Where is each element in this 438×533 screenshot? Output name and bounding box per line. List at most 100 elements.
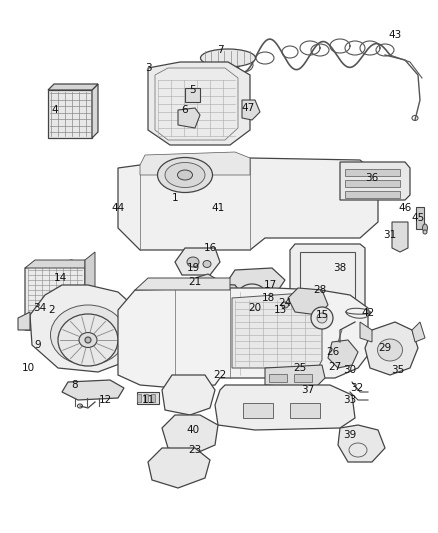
Bar [151,394,155,402]
Ellipse shape [250,293,254,297]
Polygon shape [30,285,140,372]
Ellipse shape [203,261,211,268]
Ellipse shape [311,307,333,329]
Text: 4: 4 [52,105,58,115]
Bar [137,392,159,404]
Ellipse shape [244,289,259,301]
Ellipse shape [85,337,91,343]
Polygon shape [175,248,220,275]
Text: 21: 21 [188,277,201,287]
Polygon shape [215,385,355,430]
Text: 39: 39 [343,430,357,440]
Ellipse shape [423,230,427,234]
Text: 2: 2 [49,305,55,315]
Polygon shape [340,162,410,200]
Polygon shape [25,260,85,268]
Polygon shape [412,322,425,342]
Text: 38: 38 [333,263,346,273]
Text: 33: 33 [343,395,357,405]
Polygon shape [232,292,322,368]
Text: 30: 30 [343,365,357,375]
Text: 45: 45 [411,213,424,223]
Polygon shape [360,322,372,342]
Polygon shape [135,278,230,290]
Polygon shape [48,84,98,90]
Text: 3: 3 [145,63,151,73]
Text: 25: 25 [293,363,307,373]
Ellipse shape [201,49,255,67]
Polygon shape [365,322,418,375]
Bar [345,168,399,175]
Polygon shape [265,365,325,388]
Ellipse shape [423,224,427,232]
Polygon shape [118,158,378,250]
Text: 42: 42 [361,308,374,318]
Polygon shape [392,222,408,252]
Ellipse shape [238,284,266,306]
Text: 20: 20 [248,303,261,313]
Polygon shape [148,448,210,488]
Polygon shape [62,380,124,400]
Polygon shape [328,340,358,368]
Ellipse shape [50,305,126,365]
Bar [290,402,320,417]
Bar [137,394,141,402]
Bar [269,374,287,382]
Text: 36: 36 [365,173,378,183]
Bar [345,180,399,187]
Text: 41: 41 [212,203,225,213]
Text: 37: 37 [301,385,314,395]
Polygon shape [140,152,250,175]
Text: 43: 43 [389,30,402,40]
Polygon shape [188,274,218,298]
Text: 19: 19 [187,263,200,273]
Text: 14: 14 [53,273,67,283]
Polygon shape [178,282,245,308]
Polygon shape [242,100,260,120]
Polygon shape [48,90,92,138]
Ellipse shape [79,333,97,348]
Text: 27: 27 [328,362,342,372]
Bar [243,402,273,417]
Polygon shape [118,288,368,388]
Ellipse shape [158,157,212,192]
Bar [294,374,312,382]
Text: 29: 29 [378,343,392,353]
Text: 18: 18 [261,293,275,303]
Ellipse shape [282,302,289,308]
Ellipse shape [177,170,192,180]
Polygon shape [338,425,385,462]
Text: 16: 16 [203,243,217,253]
Polygon shape [178,108,200,128]
Text: 8: 8 [72,380,78,390]
Ellipse shape [317,313,327,323]
Text: 6: 6 [182,105,188,115]
Ellipse shape [165,163,205,188]
Bar [416,207,424,229]
Polygon shape [92,84,98,138]
Text: 9: 9 [35,340,41,350]
Bar [144,394,148,402]
Text: 31: 31 [383,230,397,240]
Ellipse shape [58,314,118,366]
Text: 13: 13 [273,305,286,315]
Text: 26: 26 [326,347,339,357]
Polygon shape [185,88,200,102]
Text: 12: 12 [99,395,112,405]
Text: 46: 46 [399,203,412,213]
Text: 47: 47 [241,103,254,113]
Text: 1: 1 [172,193,178,203]
Polygon shape [25,260,85,332]
Text: 44: 44 [111,203,125,213]
Text: 11: 11 [141,395,155,405]
Text: 35: 35 [392,365,405,375]
Text: 7: 7 [217,45,223,55]
Text: 32: 32 [350,383,364,393]
Text: 23: 23 [188,445,201,455]
Text: 28: 28 [313,285,327,295]
Text: 34: 34 [33,303,46,313]
Polygon shape [225,268,285,298]
Text: 40: 40 [187,425,200,435]
Polygon shape [148,62,250,145]
Ellipse shape [187,257,199,267]
